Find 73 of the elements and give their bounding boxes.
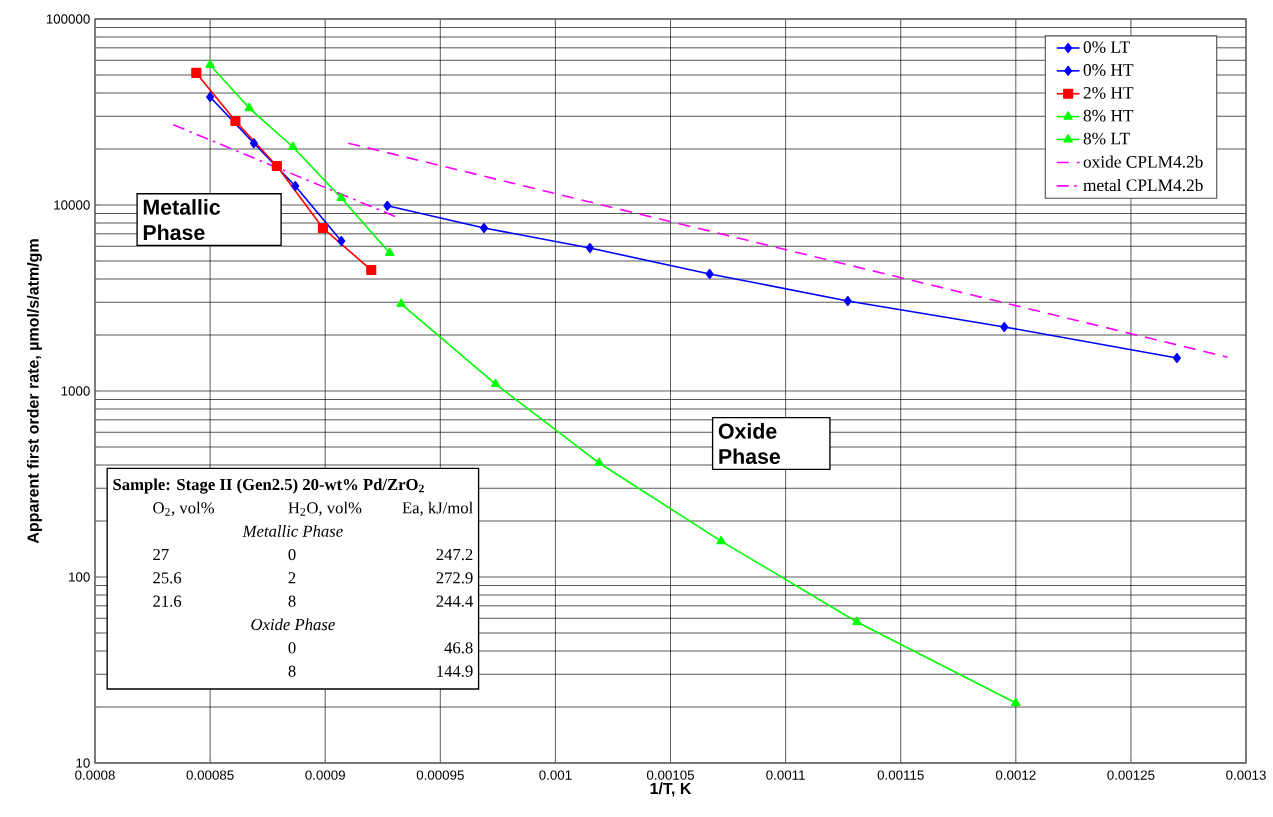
annotation: 8 <box>288 595 296 607</box>
point <box>852 616 862 626</box>
annotation: 21.6 <box>153 595 182 607</box>
x-tick-label: 0.0012 <box>995 770 1036 780</box>
y-tick-label: 10 <box>76 758 90 768</box>
point <box>337 235 346 247</box>
point <box>366 264 377 276</box>
point <box>291 180 300 192</box>
point <box>336 192 347 202</box>
point <box>244 102 254 112</box>
point <box>716 535 726 545</box>
x-tick-label: 0.00095 <box>416 770 464 780</box>
point <box>585 242 594 254</box>
point <box>1172 352 1181 364</box>
annotation: 0 <box>288 548 296 561</box>
y-tick-label: 10000 <box>54 200 90 210</box>
legend-label: 8% LT <box>1083 132 1130 145</box>
annotation: 247.2 <box>436 548 473 561</box>
point <box>191 67 202 78</box>
x-tick-label: 0.001 <box>539 770 572 780</box>
x-tick-label: 0.0011 <box>766 770 805 780</box>
annotation: 144.9 <box>437 665 473 677</box>
x-tick-label: 0.00085 <box>186 770 234 780</box>
point <box>271 160 282 172</box>
annotation: 46.8 <box>444 642 473 654</box>
x-axis-title: 1/T, K <box>650 782 692 797</box>
x-tick-label: 0.0008 <box>75 770 115 780</box>
point <box>594 457 604 467</box>
x-tick-label: 0.00125 <box>1107 770 1155 780</box>
point <box>206 91 215 103</box>
annotation: Ea, kJ/mol <box>402 501 473 516</box>
point <box>205 59 215 69</box>
point <box>383 200 392 211</box>
legend-label: 2% HT <box>1083 86 1134 99</box>
annotation: 0 <box>288 642 296 654</box>
legend-label: 0% LT <box>1083 41 1130 53</box>
annotation: 8 <box>288 665 296 677</box>
annotation: 272.9 <box>436 572 473 584</box>
point <box>317 222 328 234</box>
legend-label: 8% HT <box>1083 109 1134 122</box>
point <box>480 222 489 234</box>
annotation: Metallic Phase <box>242 525 343 537</box>
legend-label: 0% HT <box>1083 64 1134 76</box>
annotation: Sample: Stage II (Gen2.5) 20-wt% Pd/ZrO$_{2}$ <box>113 478 424 494</box>
y-tick-label: 100 <box>69 572 90 582</box>
annotation: Oxide Phase <box>718 423 781 465</box>
x-tick-label: 0.0013 <box>1226 770 1266 780</box>
point <box>490 378 501 388</box>
legend-label: oxide CPLM4.2b <box>1083 155 1203 168</box>
annotation: 27 <box>153 548 169 560</box>
annotation: 25.6 <box>153 572 182 584</box>
point <box>1000 321 1009 333</box>
point <box>384 247 395 257</box>
annotation: H$_{2}$O, vol% <box>288 501 362 516</box>
y-tick-label: 1000 <box>61 386 90 396</box>
legend-label: metal CPLM4.2b <box>1083 178 1203 192</box>
annotation: Oxide Phase <box>251 618 335 631</box>
point <box>288 141 298 151</box>
annotation: 2 <box>288 572 296 584</box>
point <box>249 138 258 149</box>
x-tick-label: 0.00115 <box>877 770 924 780</box>
annotation: O$_{2}$, vol% <box>153 501 214 516</box>
y-tick-label: 100000 <box>46 14 90 24</box>
point <box>396 298 406 307</box>
point <box>230 115 241 127</box>
point <box>1011 697 1021 707</box>
annotation: 244.4 <box>436 595 473 607</box>
point <box>843 295 852 306</box>
point <box>705 268 714 279</box>
annotation: Metallic Phase <box>143 199 221 241</box>
y-axis-title: Apparent first order rate, µmol/s/atm/gm <box>27 239 42 544</box>
x-tick-label: 0.0009 <box>305 770 345 780</box>
x-tick-label: 0.00105 <box>646 770 695 780</box>
